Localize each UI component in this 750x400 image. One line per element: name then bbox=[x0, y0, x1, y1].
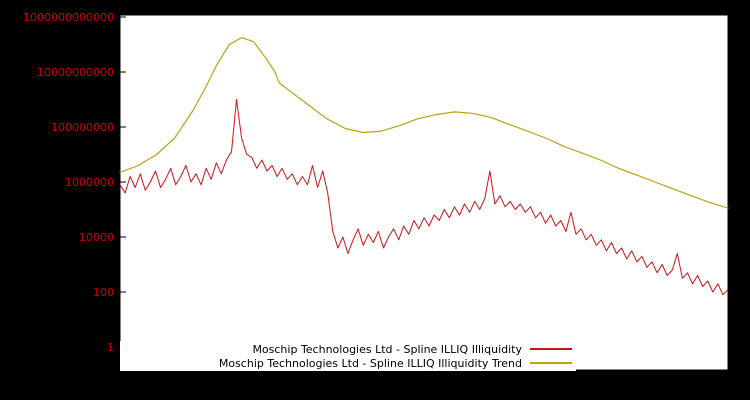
legend-item-illiquidity: Moschip Technologies Ltd - Spline ILLIQ … bbox=[252, 342, 572, 356]
trend-line bbox=[119, 36, 729, 209]
legend-line-sample-red bbox=[530, 348, 572, 350]
y-tick-label: 100 bbox=[93, 286, 114, 299]
y-tick-label: 1000000000000 bbox=[23, 11, 114, 24]
y-tick-label: 1000000 bbox=[65, 176, 114, 189]
illiquidity-line bbox=[119, 99, 729, 296]
legend-label-trend: Moschip Technologies Ltd - Spline ILLIQ … bbox=[218, 356, 522, 370]
legend-label-illiquidity: Moschip Technologies Ltd - Spline ILLIQ … bbox=[252, 342, 522, 356]
y-tick-label: 1 bbox=[107, 341, 114, 354]
legend-item-trend: Moschip Technologies Ltd - Spline ILLIQ … bbox=[219, 356, 572, 370]
y-tick-label: 10000000000 bbox=[37, 66, 114, 79]
y-tick-label: 100000000 bbox=[51, 121, 114, 134]
legend: Moschip Technologies Ltd - Spline ILLIQ … bbox=[120, 341, 576, 371]
legend-line-sample-yellow bbox=[530, 362, 572, 364]
plot-area bbox=[119, 14, 729, 371]
y-tick-label: 10000 bbox=[79, 231, 114, 244]
